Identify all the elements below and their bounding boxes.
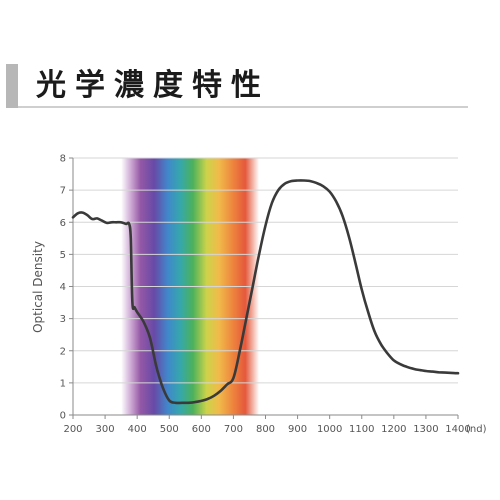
grid-lines <box>73 157 458 416</box>
x-tick-label: 800 <box>256 424 275 435</box>
y-tick-label: 5 <box>60 250 66 261</box>
header-accent-bar <box>6 64 18 108</box>
x-tick-label: 600 <box>192 424 211 435</box>
series-group <box>71 179 460 405</box>
y-tick-label: 0 <box>60 411 66 422</box>
y-axis-label: Optical Density <box>31 241 45 333</box>
x-tick-label: 1200 <box>381 424 406 435</box>
x-tick-label: 900 <box>288 424 307 435</box>
y-tick-label: 1 <box>60 378 66 389</box>
y-tick-label: 3 <box>60 314 66 325</box>
y-tick-label: 7 <box>60 186 66 197</box>
y-tick-label: 4 <box>60 282 66 293</box>
x-tick-label: 1300 <box>413 424 438 435</box>
y-tick-label: 2 <box>60 346 66 357</box>
x-axis-unit: (nd) <box>466 424 487 435</box>
x-tick-label: 1100 <box>349 424 374 435</box>
y-tick-label: 6 <box>60 218 66 229</box>
x-tick-label: 400 <box>128 424 147 435</box>
x-tick-labels: 200 300 400 500 600 700 800 900 1000 1100 1200 1300… <box>63 424 470 435</box>
section-header: 光学濃度特性 <box>6 64 468 108</box>
x-tick-label: 1000 <box>317 424 342 435</box>
y-tick-label: 8 <box>60 154 66 165</box>
x-tick-label: 700 <box>224 424 243 435</box>
x-tick-label: 200 <box>63 424 82 435</box>
axes <box>69 157 459 419</box>
header-underline <box>18 106 468 108</box>
series-line-optical-density <box>71 179 460 405</box>
x-tick-label: 1400 <box>445 424 470 435</box>
x-tick-label: 500 <box>160 424 179 435</box>
page-title: 光学濃度特性 <box>36 68 270 103</box>
x-tick-label: 300 <box>96 424 115 435</box>
y-tick-labels: 0 1 2 3 4 5 6 7 8 <box>60 154 66 422</box>
